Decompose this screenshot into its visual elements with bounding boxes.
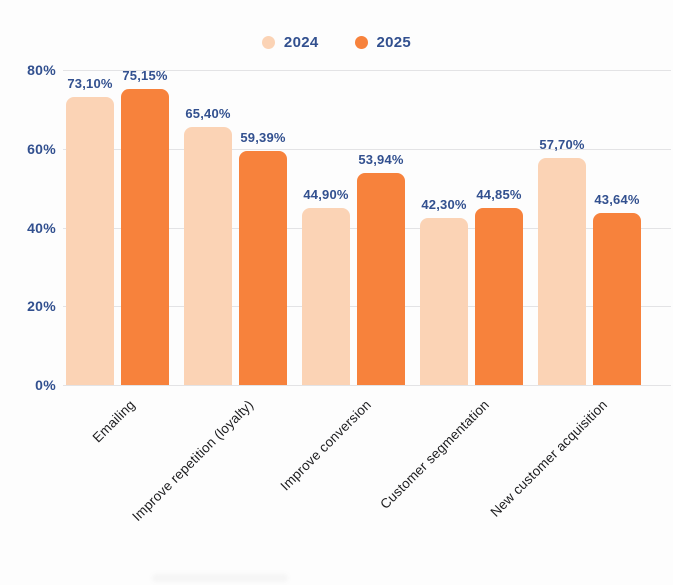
bar-2025-improve-repetition-loyalty[interactable] [239,151,287,385]
chart-legend: 2024 2025 [0,30,673,54]
y-axis-label-0%: 0% [35,377,56,393]
x-axis-label-improve-repetition-loyalty: Improve repetition (loyalty) [129,397,257,525]
value-label-2024-new-customer-acquisition: 57,70% [539,136,585,152]
legend-item-2024[interactable]: 2024 [261,33,319,51]
value-label-2025-improve-conversion: 53,94% [358,151,404,167]
y-axis-label-20%: 20% [27,298,56,315]
bar-2025-emailing[interactable] [121,89,169,385]
partial-element-edge [152,574,288,582]
y-axis-label-60%: 60% [27,140,56,157]
value-label-2024-customer-segmentation: 42,30% [421,197,467,213]
bar-2025-customer-segmentation[interactable] [475,208,523,385]
gridline-80% [63,70,671,71]
gridline-60% [63,148,671,150]
x-axis-label-new-customer-acquisition: New customer acquisition [487,397,611,520]
value-label-2025-new-customer-acquisition: 43,64% [594,192,640,208]
x-axis-label-emailing: Emailing [89,397,139,446]
value-label-2025-customer-segmentation: 44,85% [476,187,522,203]
gridline-0% [63,385,671,386]
legend-label-2024: 2024 [283,33,319,51]
value-label-2024-improve-conversion: 44,90% [303,187,349,203]
y-axis-label-80%: 80% [27,62,56,78]
x-axis-label-improve-conversion: Improve conversion [277,397,375,494]
bar-2025-new-customer-acquisition[interactable] [593,213,641,385]
bar-2024-emailing[interactable] [66,97,114,385]
legend-dot-2024-icon [261,35,275,49]
legend-label-2025: 2025 [376,33,412,51]
bar-2025-improve-conversion[interactable] [357,172,405,385]
bar-2024-improve-conversion[interactable] [302,208,350,385]
bar-2024-customer-segmentation[interactable] [420,218,468,385]
value-label-2025-improve-repetition-loyalty: 59,39% [240,130,286,146]
value-label-2025-emailing: 75,15% [122,68,168,84]
legend-item-2025[interactable]: 2025 [354,33,412,51]
x-axis-label-customer-segmentation: Customer segmentation [377,397,493,512]
value-label-2024-emailing: 73,10% [67,76,113,92]
value-label-2024-improve-repetition-loyalty: 65,40% [185,106,231,122]
bar-2024-new-customer-acquisition[interactable] [538,157,586,385]
legend-dot-2025-icon [354,35,368,49]
y-axis-label-40%: 40% [27,219,56,236]
bar-2024-improve-repetition-loyalty[interactable] [184,127,232,385]
